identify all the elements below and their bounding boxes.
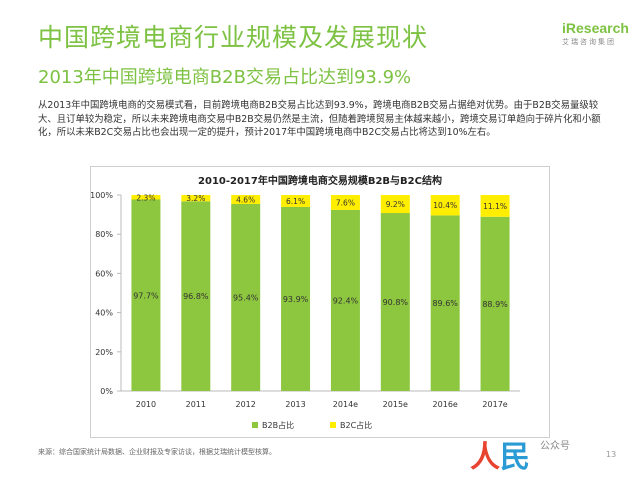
logo-rest: Research <box>565 20 629 36</box>
legend-label: B2C占比 <box>340 420 372 430</box>
y-tick-label: 100% <box>90 191 113 200</box>
chart-title: 2010-2017年中国跨境电商交易规模B2B与B2C结构 <box>198 176 442 187</box>
y-tick-label: 20% <box>95 348 113 357</box>
x-tick-label: 2014e <box>333 400 358 409</box>
bar-b2c <box>231 195 261 205</box>
data-label-b2b: 97.7% <box>133 291 159 300</box>
bar-b2c <box>380 195 410 214</box>
x-tick-label: 2016e <box>433 400 458 409</box>
x-tick-label: 2015e <box>383 400 408 409</box>
summary-paragraph: 从2013年中国跨境电商的交易模式看，目前跨境电商B2B交易占比达到93.9%，… <box>38 100 601 138</box>
x-tick-label: 2012 <box>236 400 256 409</box>
watermark-logo: 人民 <box>470 432 530 476</box>
bar-b2c <box>480 195 510 217</box>
y-tick-label: 40% <box>95 309 113 318</box>
watermark-small: 公众号 <box>540 441 570 452</box>
bar-b2b <box>281 206 311 391</box>
bar-b2b <box>330 209 360 391</box>
data-label-b2c: 6.1% <box>286 197 305 206</box>
page-title: 中国跨境电商行业规模及发展现状 <box>38 23 429 52</box>
bar-b2c <box>281 195 311 207</box>
legend-swatch <box>252 422 258 428</box>
page-number: 13 <box>606 450 617 459</box>
logo-cn: 艾瑞咨询集团 <box>562 38 616 46</box>
bar-b2c <box>330 195 360 210</box>
y-tick-label: 80% <box>95 230 113 239</box>
bar-b2b <box>231 204 261 391</box>
bar-b2b <box>131 199 161 391</box>
data-label-b2b: 92.4% <box>333 296 359 305</box>
watermark-a: 人 <box>470 440 500 475</box>
data-label-b2c: 3.2% <box>186 194 205 203</box>
logo-name: iResearch <box>562 20 632 36</box>
bar-b2b <box>380 213 410 391</box>
data-label-b2b: 90.8% <box>383 298 409 307</box>
page-subtitle: 2013年中国跨境电商B2B交易占比达到93.9% <box>38 67 412 88</box>
logo-i: i <box>562 20 566 36</box>
data-label-b2c: 9.2% <box>386 200 405 209</box>
iresearch-logo: iResearch 艾瑞咨询集团 <box>562 20 632 47</box>
bar-b2b <box>181 201 211 391</box>
data-label-b2c: 11.1% <box>483 202 507 211</box>
data-label-b2b: 93.9% <box>283 295 309 304</box>
x-tick-label: 2017e <box>482 400 507 409</box>
x-tick-label: 2011 <box>186 400 206 409</box>
data-label-b2c: 10.4% <box>433 201 457 210</box>
y-tick-label: 0% <box>100 387 113 396</box>
legend-swatch <box>330 422 336 428</box>
data-label-b2c: 4.6% <box>236 196 255 205</box>
data-label-b2c: 7.6% <box>336 198 355 207</box>
watermark-b: 民 <box>500 440 530 475</box>
chart-frame <box>90 166 550 438</box>
bar-b2b <box>430 215 460 391</box>
data-label-b2b: 89.6% <box>432 299 458 308</box>
x-tick-label: 2013 <box>285 400 305 409</box>
source-note: 来源：综合国家统计局数据、企业财报及专家访谈，根据艾瑞统计模型核算。 <box>38 448 276 456</box>
x-tick-label: 2010 <box>136 400 156 409</box>
data-label-b2b: 95.4% <box>233 294 259 303</box>
bar-b2c <box>131 195 161 200</box>
bar-b2c <box>430 195 460 216</box>
bar-b2b <box>480 216 510 391</box>
y-tick-label: 60% <box>95 269 113 278</box>
data-label-b2b: 88.9% <box>482 300 508 309</box>
data-label-b2c: 2.3% <box>136 193 155 202</box>
bar-b2c <box>181 195 211 202</box>
legend-label: B2B占比 <box>262 420 294 430</box>
data-label-b2b: 96.8% <box>183 292 209 301</box>
